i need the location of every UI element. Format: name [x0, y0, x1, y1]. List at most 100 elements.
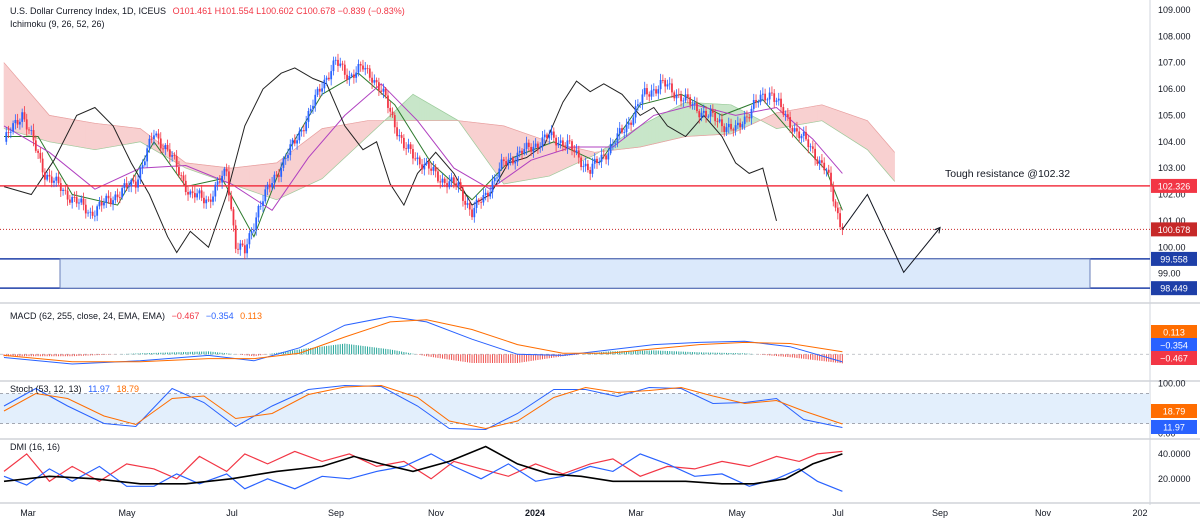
cloud-segment: [60, 117, 64, 145]
candle-body: [130, 179, 133, 187]
candle-body: [164, 144, 167, 150]
candle-body: [648, 94, 651, 97]
symbol-header: U.S. Dollar Currency Index, 1D, ICEUS O1…: [10, 6, 405, 16]
cloud-segment: [439, 109, 443, 121]
candle-body: [823, 162, 826, 171]
candle-body: [246, 244, 249, 254]
candle-body: [225, 168, 228, 172]
candle-body: [168, 149, 171, 157]
candle-body: [430, 168, 433, 171]
candle-body: [432, 166, 435, 171]
cloud-segment: [408, 95, 411, 121]
cloud-segment: [337, 125, 341, 165]
cloud-segment: [253, 164, 257, 194]
candle-body: [582, 166, 585, 168]
candle-body: [82, 198, 85, 205]
candle-body: [114, 194, 117, 201]
macd-tag-0: 0.113: [1163, 328, 1185, 338]
cloud-segment: [483, 123, 486, 160]
candle-body: [98, 201, 101, 207]
cloud-segment: [312, 133, 316, 184]
candle-body: [43, 172, 46, 180]
cloud-segment: [669, 108, 673, 141]
cloud-segment: [130, 127, 134, 144]
candle-body: [580, 157, 582, 168]
candle-body: [621, 128, 623, 133]
candle-body: [298, 131, 301, 141]
candle-body: [309, 108, 312, 111]
candle-body: [402, 137, 405, 149]
candle-body: [339, 63, 342, 66]
candle-body: [150, 138, 153, 140]
candle-body: [462, 188, 464, 201]
candle-body: [705, 110, 707, 117]
candle-body: [827, 169, 830, 173]
dmi-plus-line: [3, 450, 843, 483]
candle-body: [489, 192, 492, 197]
macd-legend: MACD (62, 255, close, 24, EMA, EMA) −0.4…: [10, 311, 262, 321]
candle-body: [682, 100, 685, 102]
candle-body: [19, 121, 21, 125]
candle-body: [530, 146, 533, 152]
candle-body: [187, 192, 189, 195]
cloud-segment: [871, 125, 875, 159]
cloud-segment: [851, 114, 855, 142]
candle-body: [818, 160, 821, 164]
cloud-segment: [80, 120, 84, 149]
cloud-segment: [103, 124, 107, 149]
candle-body: [275, 174, 278, 176]
candle-body: [7, 132, 10, 133]
cloud-segment: [860, 117, 864, 148]
cloud-segment: [676, 105, 680, 139]
candle-body: [212, 196, 214, 202]
candle-body: [396, 127, 398, 137]
candle-body: [718, 119, 721, 122]
candle-body: [657, 89, 660, 94]
candle-body: [721, 119, 723, 127]
cloud-segment: [857, 117, 861, 146]
candle-body: [287, 155, 289, 159]
candle-body: [550, 131, 553, 136]
candle-body: [196, 193, 199, 198]
cloud-segment: [437, 108, 441, 121]
candle-body: [89, 211, 92, 213]
candle-body: [68, 199, 71, 203]
candle-body: [50, 176, 53, 183]
candle-body: [605, 155, 607, 160]
candle-body: [739, 122, 742, 128]
candle-body: [189, 191, 192, 195]
candle-body: [664, 80, 667, 87]
cloud-segment: [249, 165, 252, 192]
candle-body: [25, 119, 28, 130]
cloud-segment: [105, 124, 109, 149]
candle-body: [125, 183, 128, 188]
candle-body: [730, 123, 732, 130]
candle-body: [752, 99, 755, 109]
cloud-segment: [44, 109, 48, 142]
candle-body: [464, 200, 467, 205]
cloud-segment: [133, 127, 137, 144]
candle-body: [539, 146, 542, 149]
cloud-segment: [805, 106, 809, 124]
stoch-band: [0, 393, 1150, 424]
candle-body: [573, 149, 576, 153]
candle-body: [409, 144, 412, 150]
candle-body: [105, 195, 108, 203]
candle-body: [571, 141, 573, 150]
candle-body: [493, 177, 496, 182]
price-tag-0-bg: [1151, 178, 1197, 193]
candle-body: [230, 195, 233, 210]
cloud-segment: [251, 165, 255, 193]
candle-body: [280, 167, 283, 177]
candle-body: [398, 135, 401, 137]
candle-body: [178, 167, 180, 176]
price-tick-label: 101.00: [1158, 216, 1186, 226]
candle-body: [607, 153, 610, 160]
candle-body: [132, 179, 135, 182]
stoch-legend: Stoch (53, 12, 13) 11.97 18.79: [10, 384, 139, 394]
candle-body: [693, 102, 696, 105]
candle-body: [109, 198, 112, 205]
candle-body: [134, 181, 137, 188]
